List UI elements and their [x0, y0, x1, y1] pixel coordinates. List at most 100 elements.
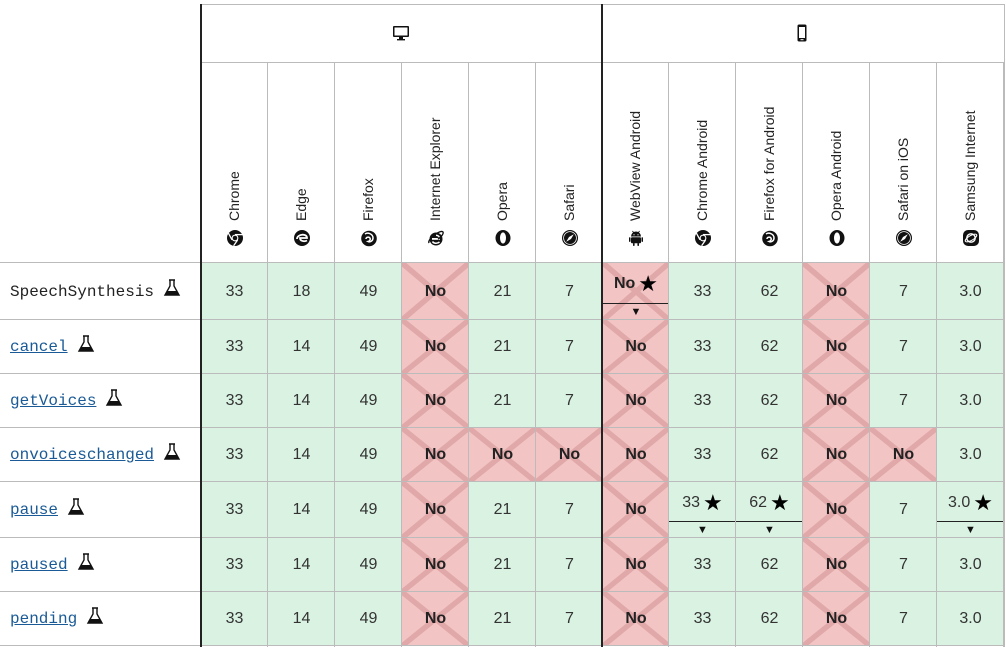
support-value: 7	[565, 556, 574, 573]
support-cell: 21	[469, 538, 536, 592]
grid-line	[267, 62, 268, 647]
feature-link[interactable]: cancel	[10, 338, 68, 356]
support-cell: No	[803, 428, 870, 482]
support-value: 33	[225, 501, 244, 518]
support-cell: 33	[669, 320, 736, 374]
android-icon	[627, 229, 645, 247]
grid-line	[0, 373, 1004, 374]
support-value: No	[558, 446, 581, 463]
feature-name-cell[interactable]: paused	[0, 538, 200, 592]
samsung-icon	[962, 229, 980, 247]
grid-line	[802, 62, 803, 647]
browser-header-chrome-android: Chrome Android	[669, 63, 736, 261]
support-cell: 14	[268, 538, 335, 592]
support-value: 62	[760, 392, 779, 409]
support-value: 3.0	[959, 392, 982, 409]
feature-link[interactable]: pending	[10, 610, 78, 628]
chrome-icon	[694, 229, 712, 247]
support-note-value: No ★	[603, 271, 669, 297]
support-value: 33	[225, 610, 244, 627]
support-cell: 3.0 ★ ▼	[937, 482, 1004, 538]
support-cell: 49	[335, 263, 402, 320]
support-value: 62	[760, 556, 779, 573]
feature-link[interactable]: paused	[10, 556, 68, 574]
support-cell: 3.0	[937, 428, 1004, 482]
support-cell: No	[603, 374, 669, 428]
support-cell: No	[402, 374, 469, 428]
browser-header-samsung-internet: Samsung Internet	[937, 63, 1004, 261]
support-value: No	[825, 446, 848, 463]
support-value: 62	[749, 494, 768, 511]
feature-link[interactable]: onvoiceschanged	[10, 446, 155, 464]
support-cell: 7	[536, 374, 603, 428]
feature-link[interactable]: getVoices	[10, 392, 97, 410]
support-value: No	[424, 501, 447, 518]
support-note-value: 3.0 ★	[937, 490, 1004, 516]
feature-name-cell[interactable]: pending	[0, 592, 200, 646]
browser-name: Opera	[493, 182, 510, 221]
grid-line	[0, 537, 1004, 538]
support-value: No	[625, 556, 647, 573]
browser-header-safari: Safari	[536, 63, 603, 261]
support-cell: 7	[870, 538, 937, 592]
support-cell: 3.0	[937, 538, 1004, 592]
feature-name-cell[interactable]: getVoices	[0, 374, 200, 428]
support-cell: 62	[736, 320, 803, 374]
support-cell: No	[803, 320, 870, 374]
feature-name-cell[interactable]: pause	[0, 482, 200, 538]
support-value: 7	[899, 556, 908, 573]
support-cell: 33	[669, 428, 736, 482]
support-value: No	[825, 501, 848, 518]
firefox-icon	[360, 229, 378, 247]
support-value: 3.0	[948, 494, 971, 511]
expand-notes-toggle[interactable]: ▼	[937, 521, 1004, 538]
support-cell: 21	[469, 320, 536, 374]
support-value: 14	[292, 446, 311, 463]
support-cell: 14	[268, 320, 335, 374]
expand-notes-toggle[interactable]: ▼	[736, 521, 803, 538]
browser-header-firefox-for-android: Firefox for Android	[736, 63, 803, 261]
support-value: 14	[292, 556, 311, 573]
support-value: No	[625, 392, 647, 409]
support-cell: 18	[268, 263, 335, 320]
support-value: 3.0	[959, 556, 982, 573]
support-cell: 7	[870, 482, 937, 538]
note-star-icon: ★	[770, 490, 790, 515]
expand-notes-toggle[interactable]: ▼	[603, 303, 669, 320]
support-cell: 33	[669, 538, 736, 592]
support-cell: 62	[736, 538, 803, 592]
support-cell: 3.0	[937, 263, 1004, 320]
browser-header-opera-android: Opera Android	[803, 63, 870, 261]
support-value: 49	[359, 282, 378, 300]
support-value: 7	[899, 282, 908, 300]
support-value: 33	[693, 446, 712, 463]
support-cell: 33	[201, 482, 268, 538]
support-cell: 49	[335, 538, 402, 592]
support-cell: 62	[736, 592, 803, 646]
feature-name-cell[interactable]: cancel	[0, 320, 200, 374]
support-value: 21	[493, 556, 512, 573]
support-cell: 33	[201, 263, 268, 320]
support-cell: 33	[201, 538, 268, 592]
support-value: 7	[565, 610, 574, 627]
support-value: 3.0	[959, 610, 982, 627]
support-value: No	[424, 338, 447, 355]
feature-link[interactable]: pause	[10, 501, 59, 519]
browser-name: Opera Android	[827, 130, 844, 221]
support-cell: 7	[536, 263, 603, 320]
note-star-icon: ★	[973, 490, 993, 515]
support-value: 33	[693, 338, 712, 355]
support-cell: No	[603, 428, 669, 482]
feature-name-cell[interactable]: onvoiceschanged	[0, 428, 200, 482]
expand-notes-toggle[interactable]: ▼	[669, 521, 736, 538]
browser-header-internet-explorer: Internet Explorer	[402, 63, 469, 261]
support-cell: 33	[669, 263, 736, 320]
support-cell: No	[603, 482, 669, 538]
support-value: 49	[359, 392, 378, 409]
browser-name: Internet Explorer	[426, 117, 443, 222]
support-value: 21	[493, 392, 512, 409]
support-cell: No	[803, 538, 870, 592]
support-value: No	[625, 610, 647, 627]
support-value: No	[424, 610, 447, 627]
support-value: 14	[292, 501, 311, 518]
